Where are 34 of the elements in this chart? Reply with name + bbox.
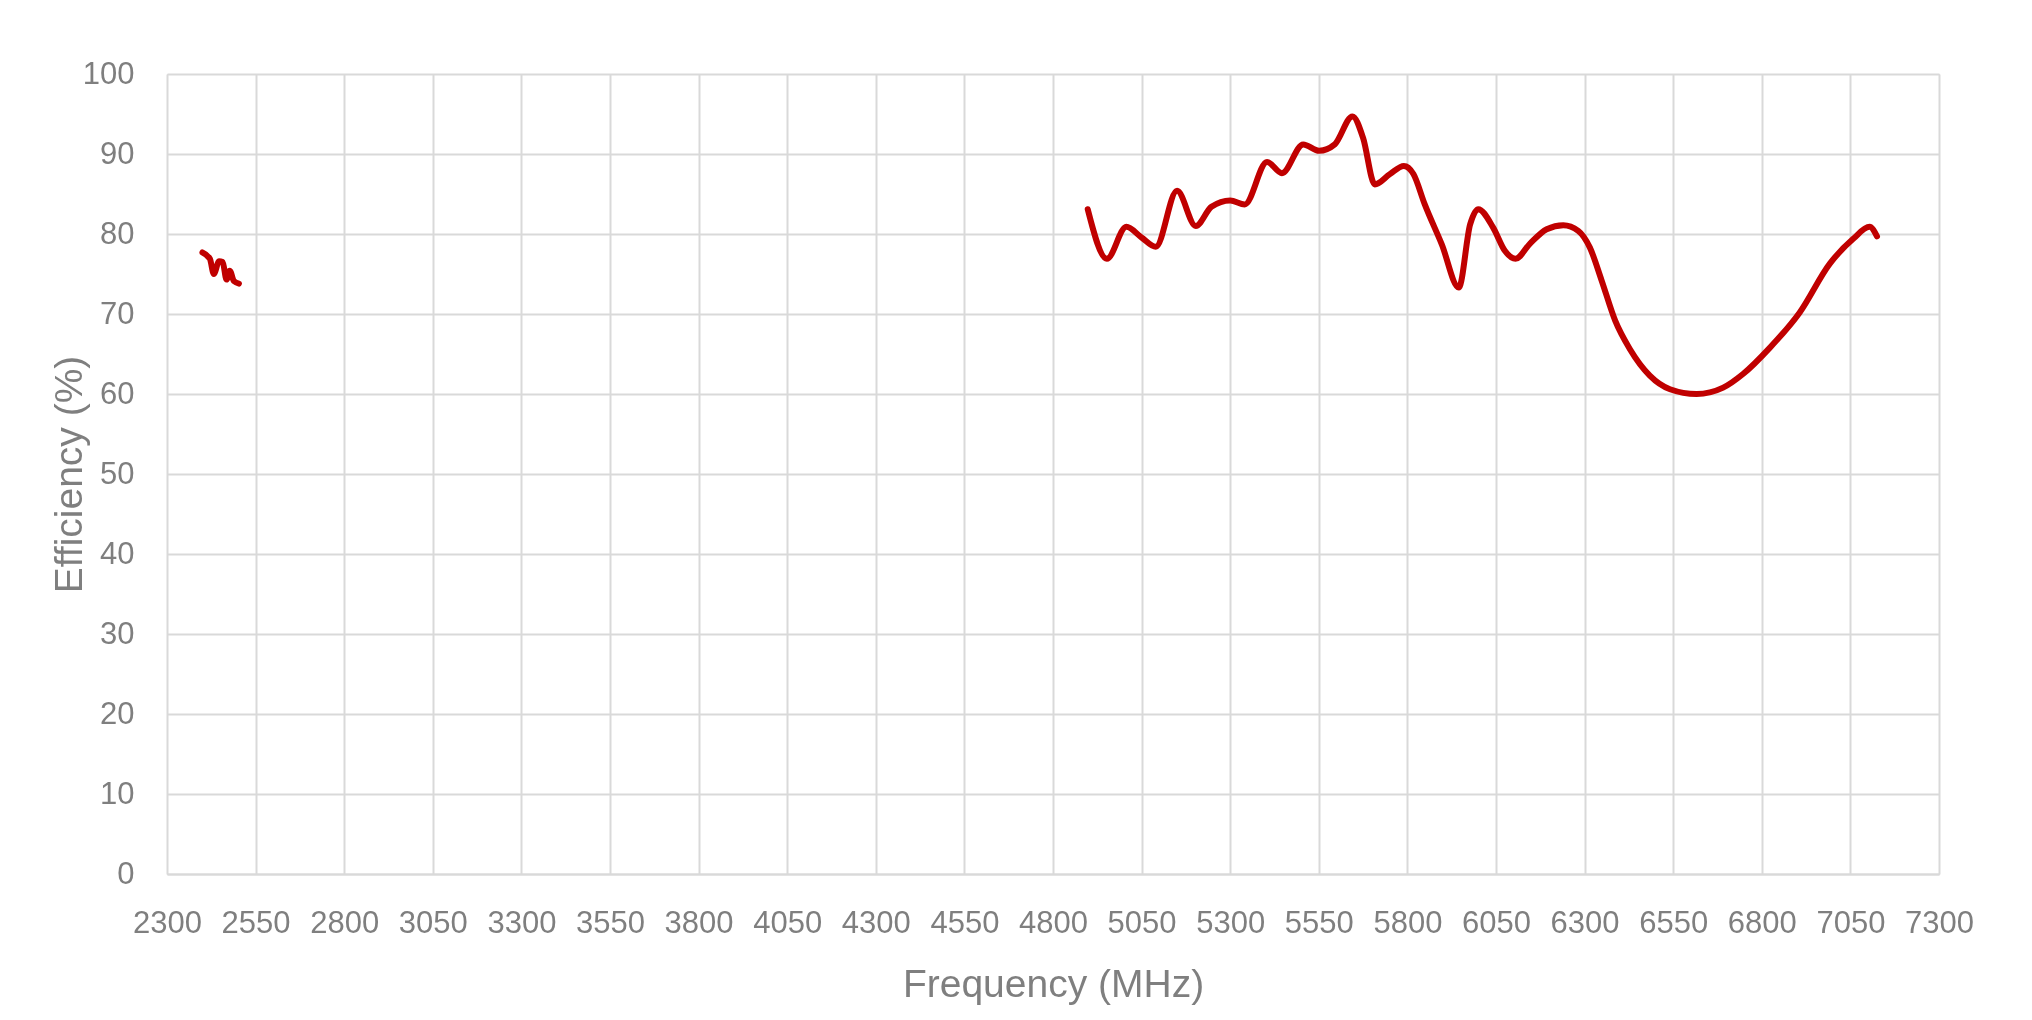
x-tick-label: 4050 <box>753 904 823 940</box>
y-tick-label: 0 <box>117 855 135 891</box>
x-tick-label: 5550 <box>1284 904 1354 940</box>
x-tick-label: 5300 <box>1196 904 1266 940</box>
y-tick-label: 80 <box>100 215 135 251</box>
x-tick-label: 3550 <box>576 904 645 940</box>
x-tick-label: 2800 <box>310 904 380 940</box>
x-tick-label: 7300 <box>1905 904 1974 940</box>
x-tick-label: 2550 <box>221 904 291 940</box>
y-tick-label: 40 <box>100 535 135 571</box>
x-tick-label: 7050 <box>1816 904 1886 940</box>
y-tick-label: 70 <box>100 295 135 331</box>
y-tick-label: 50 <box>100 455 135 491</box>
x-tick-label: 3800 <box>664 904 734 940</box>
x-tick-label: 6300 <box>1550 904 1620 940</box>
x-tick-label: 6050 <box>1462 904 1531 940</box>
x-tick-label: 2300 <box>133 904 202 940</box>
x-tick-label: 5800 <box>1373 904 1443 940</box>
y-tick-label: 60 <box>100 375 135 411</box>
y-tick-label: 20 <box>100 695 135 731</box>
x-tick-label: 3050 <box>398 904 468 940</box>
x-axis-title: Frequency (MHz) <box>902 961 1205 1005</box>
x-tick-label: 3300 <box>487 904 557 940</box>
y-tick-label: 90 <box>100 135 135 171</box>
y-axis-title: Efficiency (%) <box>46 355 90 594</box>
y-tick-label: 100 <box>82 55 135 91</box>
x-tick-label: 6800 <box>1727 904 1797 940</box>
y-tick-label: 30 <box>100 615 135 651</box>
x-tick-label: 5050 <box>1107 904 1177 940</box>
x-tick-label: 4800 <box>1019 904 1088 940</box>
x-tick-label: 4550 <box>930 904 1000 940</box>
x-tick-label: 4300 <box>841 904 911 940</box>
x-tick-label: 6550 <box>1639 904 1709 940</box>
y-tick-label: 10 <box>100 775 135 811</box>
